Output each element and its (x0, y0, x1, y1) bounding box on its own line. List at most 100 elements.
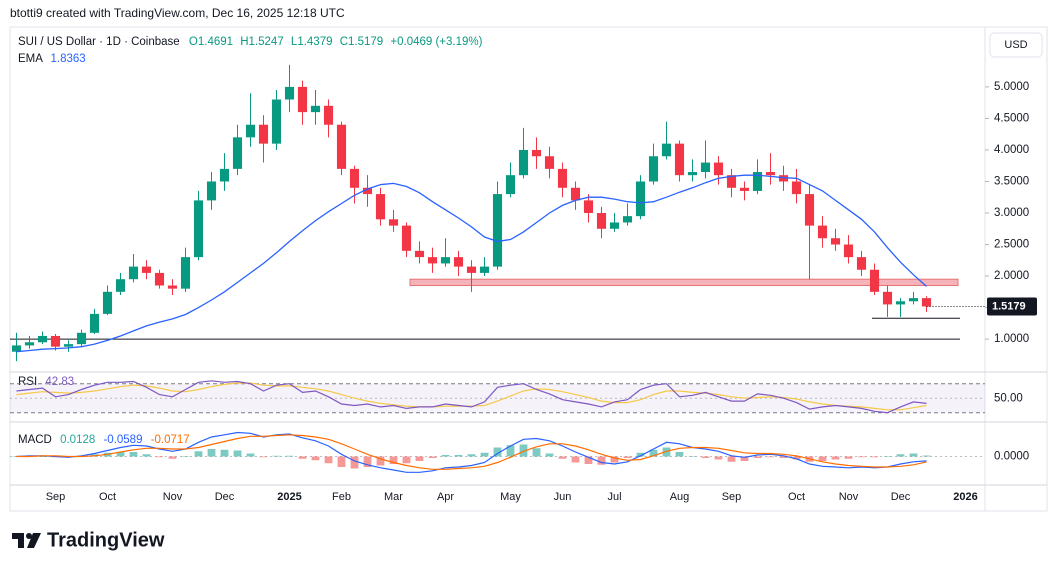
candle-body (583, 200, 594, 214)
macd-histogram (610, 456, 619, 463)
candle-body (232, 137, 243, 169)
x-tick-label: Sep (722, 491, 742, 503)
macd-histogram (376, 456, 385, 466)
y-tick-label: 4.5000 (994, 112, 1029, 124)
macd-histogram (493, 447, 502, 457)
x-tick-label: Oct (788, 491, 805, 503)
candle-body (154, 272, 165, 286)
macd-histogram (636, 452, 645, 457)
candle-body (739, 187, 750, 191)
macd-histogram (896, 454, 905, 457)
macd-histogram (428, 456, 437, 458)
ohlc-close: C1.5179 (340, 36, 383, 48)
signal-line (16, 434, 927, 470)
candle-body (674, 143, 685, 176)
candle-body (284, 86, 295, 100)
candle-body (297, 86, 308, 113)
y-tick-label: 5.0000 (994, 81, 1029, 93)
candle-body (557, 168, 568, 188)
logo-mark (26, 533, 32, 539)
price-tag (987, 297, 1037, 316)
macd-histogram (740, 456, 749, 461)
candle-body (700, 162, 711, 173)
macd-histogram (272, 455, 281, 457)
macd-histogram (883, 456, 892, 457)
macd-histogram (38, 456, 47, 457)
x-tick-label: Aug (670, 491, 690, 503)
macd-histogram (909, 453, 918, 457)
candle-body (804, 194, 815, 226)
ohlc-high: H1.5247 (240, 36, 283, 48)
ema-name: EMA (18, 53, 43, 65)
y-tick-label: 3.0000 (994, 207, 1029, 219)
x-tick-label: Nov (839, 491, 859, 503)
candle-body (531, 149, 542, 157)
macd-histogram (571, 456, 580, 463)
ema-value: 1.8363 (51, 53, 86, 65)
macd-histogram (844, 456, 853, 459)
candle-body (596, 213, 607, 229)
x-tick-label: 2025 (277, 491, 301, 503)
candle-body (635, 181, 646, 217)
macd-histogram (831, 456, 840, 460)
brand: TradingView (47, 529, 165, 551)
y-tick-label: 1.0000 (994, 333, 1029, 345)
candle-body (89, 313, 100, 333)
macd-histogram (233, 450, 242, 457)
macd-histogram (818, 456, 827, 461)
macd-histogram (441, 455, 450, 457)
macd-histogram (597, 456, 606, 465)
candle-body (622, 216, 633, 223)
y-tick-label: 50.00 (994, 392, 1023, 404)
ema-legend: EMA 1.8363 (18, 53, 86, 65)
macd-histogram (246, 453, 255, 457)
macd-histogram (792, 456, 801, 460)
candle-body (414, 250, 425, 258)
macd-histogram (259, 456, 268, 458)
macd-histogram (454, 455, 463, 457)
candle-body (271, 99, 282, 144)
macd-histogram (181, 456, 190, 457)
candle-body (908, 298, 919, 302)
currency[interactable]: USD (1004, 39, 1027, 51)
macd-histogram (116, 452, 125, 457)
macd-histogram (857, 456, 866, 458)
x-tick-label: Sep (46, 491, 66, 503)
macd-hist-value: 0.0128 (60, 434, 95, 446)
rsi-band-fill (10, 383, 985, 413)
macd-line (16, 431, 927, 473)
candle-body (869, 269, 880, 292)
macd-histogram (194, 451, 203, 457)
candle-body (349, 168, 360, 188)
rsi-ma-line (16, 382, 927, 411)
y-tick-label: 3.5000 (994, 176, 1029, 188)
macd-histogram (506, 445, 515, 457)
candle-body (518, 149, 529, 176)
macd-histogram (870, 456, 879, 458)
symbol-title: SUI / US Dollar · 1D · Coinbase (18, 36, 180, 48)
candle-body (817, 225, 828, 239)
candle-body (128, 266, 139, 280)
candle-body (50, 335, 61, 347)
ohlc-open: O1.4691 (189, 36, 233, 48)
x-tick-label: Jun (554, 491, 572, 503)
macd-name: MACD (18, 434, 52, 446)
candle-body (323, 105, 334, 125)
candle-body (843, 244, 854, 258)
macd-histogram (480, 452, 489, 457)
candle-body (258, 124, 269, 144)
x-tick-label: Feb (332, 491, 351, 503)
candle-body (336, 124, 347, 169)
candle-body (219, 168, 230, 182)
x-tick-label: Dec (215, 491, 235, 503)
candle-body (24, 342, 35, 346)
y-tick-label: 0.0000 (994, 451, 1029, 463)
currency-button[interactable] (989, 32, 1043, 58)
macd-histogram (467, 454, 476, 457)
candle-body (505, 175, 516, 195)
candle-body (388, 219, 399, 226)
candle-body (648, 156, 659, 182)
candle-body (193, 200, 204, 258)
macd-histogram (727, 456, 736, 462)
